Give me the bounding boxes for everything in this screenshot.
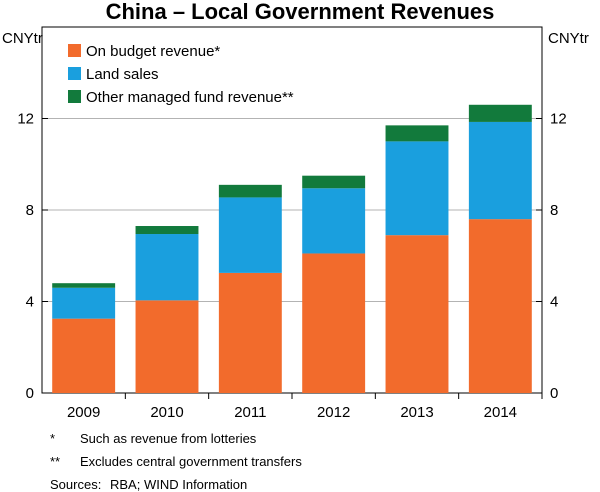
bars: [52, 104, 532, 393]
bar-segment-3: [218, 184, 282, 198]
chart-title: China – Local Government Revenues: [106, 0, 495, 24]
x-tick-label: 2010: [150, 404, 183, 421]
footnote-mark-2: **: [50, 454, 60, 469]
legend-label-3: Other managed fund revenue**: [86, 89, 294, 106]
legend-swatch-2: [68, 67, 81, 80]
bar-segment-1: [218, 272, 282, 393]
x-tick-label: 2013: [400, 404, 433, 421]
bar-segment-3: [468, 104, 532, 122]
x-tick-label: 2009: [67, 404, 100, 421]
x-tick-label: 2011: [234, 404, 266, 421]
bar-segment-3: [385, 125, 449, 142]
bar-segment-2: [302, 188, 366, 254]
bar-segment-2: [385, 141, 449, 236]
bar-segment-2: [135, 234, 199, 301]
legend-label-2: Land sales: [86, 66, 159, 83]
legend-swatch-1: [68, 44, 81, 57]
legend-swatch-3: [68, 90, 81, 103]
x-tick-label: 2014: [484, 404, 517, 421]
legend-label-1: On budget revenue*: [86, 43, 220, 60]
y-tick-label-left: 12: [17, 111, 34, 128]
y-tick-label-right: 12: [550, 111, 567, 128]
sources-label: Sources:: [50, 477, 101, 492]
y-tick-label-right: 0: [550, 385, 558, 402]
footnote-text-2: Excludes central government transfers: [80, 454, 302, 469]
axis-ticks: 0 0 4 4 8 8 12 12 2009 2010 2011 2012 2013 2014: [17, 111, 566, 422]
x-tick-label: 2012: [317, 404, 350, 421]
bar-segment-3: [52, 283, 116, 288]
y-tick-label-right: 8: [550, 202, 558, 219]
y-tick-label-left: 0: [26, 385, 34, 402]
bar-segment-3: [135, 226, 199, 235]
bar-segment-1: [52, 318, 116, 393]
footnote-text-1: Such as revenue from lotteries: [80, 431, 257, 446]
y-tick-label-left: 4: [26, 294, 34, 311]
footnotes: * Such as revenue from lotteries ** Excl…: [50, 431, 302, 492]
y-tick-label-left: 8: [26, 202, 34, 219]
footnote-mark-1: *: [50, 431, 55, 446]
bar-segment-1: [468, 219, 532, 393]
sources-text: RBA; WIND Information: [110, 477, 247, 492]
bar-segment-1: [135, 300, 199, 393]
bar-segment-1: [302, 253, 366, 393]
y-tick-label-right: 4: [550, 294, 558, 311]
bar-segment-2: [468, 121, 532, 220]
gridlines: [42, 118, 542, 302]
bar-segment-3: [302, 175, 366, 189]
y-axis-unit-left: CNYtr: [2, 30, 43, 47]
bar-segment-1: [385, 235, 449, 393]
bar-segment-2: [218, 197, 282, 273]
bar-segment-2: [52, 287, 116, 319]
legend: On budget revenue* Land sales Other manage…: [68, 43, 294, 106]
y-axis-unit-right: CNYtr: [548, 30, 589, 47]
